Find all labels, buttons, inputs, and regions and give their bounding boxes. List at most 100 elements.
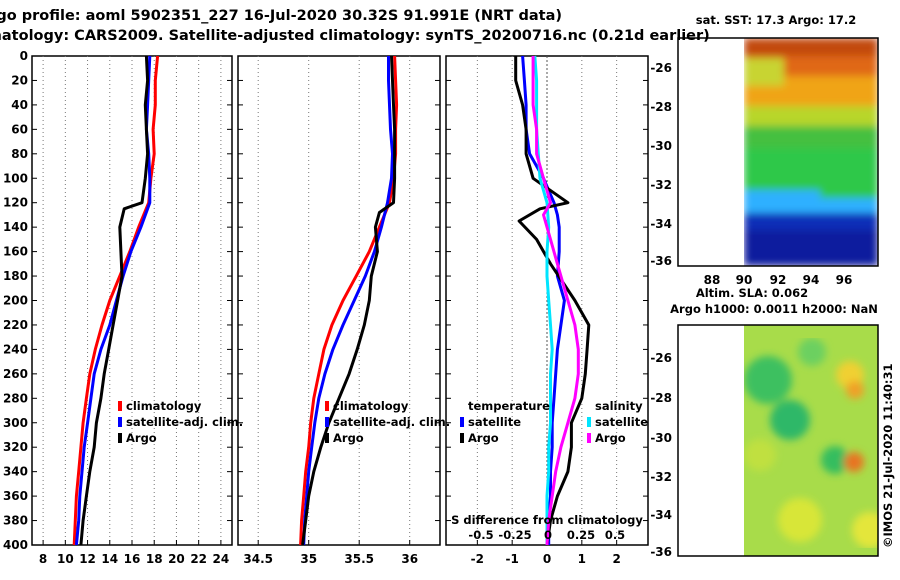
x-tick-label: 2 — [612, 552, 620, 566]
legend-swatch-s-argo — [587, 433, 591, 443]
x-tick-label: 22 — [190, 552, 207, 566]
sst-map-title: sat. SST: 17.3 Argo: 17.2 — [696, 13, 856, 27]
x-tick-label: 24 — [213, 552, 230, 566]
y-tick-label: 280 — [3, 391, 28, 405]
legend-label-s-satellite: satellite — [595, 415, 648, 429]
salinity-tick-1: -0.5 — [468, 528, 493, 542]
watermark: ©IMOS 21-Jul-2020 11:40:31 — [881, 364, 895, 548]
legend-swatch-climatology-sal — [325, 401, 329, 411]
legend-label-satellite-sal: satellite-adj. clim. — [333, 415, 450, 429]
sst-map: sat. SST: 17.3 Argo: 17.2 -26 -28 -30 -3… — [650, 13, 879, 287]
y-tick-label: 100 — [3, 171, 28, 185]
sla-lat-tick-28: -28 — [650, 391, 672, 405]
legend-swatch-argo — [118, 433, 122, 443]
legend-swatch-climatology — [118, 401, 122, 411]
y-tick-label: 320 — [3, 440, 28, 454]
sla-lat-tick-32: -32 — [650, 470, 672, 484]
salinity-axis-label: S difference from climatology — [451, 513, 643, 527]
legend-swatch-argo-sal — [325, 433, 329, 443]
sla-lat-tick-30: -30 — [650, 431, 672, 445]
sst-lat-tick-28: -28 — [650, 100, 672, 114]
legend-label-s-argo: Argo — [595, 431, 626, 445]
sla-map-title-1: Altim. SLA: 0.062 — [696, 286, 808, 300]
salinity-tick-4: 0.25 — [567, 528, 595, 542]
sst-lon-tick-94: 94 — [803, 273, 820, 287]
legend-label-climatology-sal: climatology — [333, 399, 409, 413]
x-tick-label: 1 — [578, 552, 586, 566]
sst-lat-tick-36: -36 — [650, 254, 672, 268]
legend-title-temperature: temperature — [468, 399, 550, 413]
series-line-argo — [79, 55, 150, 546]
sla-lat-tick-26: -26 — [650, 351, 672, 365]
x-tick-label: 12 — [79, 552, 96, 566]
x-tick-label: -2 — [471, 552, 484, 566]
y-tick-label: 220 — [3, 318, 28, 332]
x-tick-label: 35.5 — [344, 552, 374, 566]
y-tick-label: 80 — [11, 147, 28, 161]
y-tick-label: 140 — [3, 220, 28, 234]
salinity-legend: climatology satellite-adj. clim. Argo — [325, 399, 450, 445]
sst-lon-tick-90: 90 — [736, 273, 753, 287]
y-tick-label: 20 — [11, 73, 28, 87]
x-tick-label: 20 — [168, 552, 185, 566]
series-line-t-satellite — [521, 55, 566, 545]
sla-lat-tick-36: -36 — [650, 545, 672, 559]
legend-label-climatology: climatology — [126, 399, 202, 413]
legend-label-t-satellite: satellite — [468, 415, 521, 429]
y-tick-label: 380 — [3, 514, 28, 528]
title-line-1: Argo profile: aoml 5902351_227 16-Jul-20… — [0, 8, 562, 24]
series-line-s-argo — [531, 56, 580, 546]
x-tick-label: 35 — [300, 552, 317, 566]
y-tick-label: 120 — [3, 196, 28, 210]
y-tick-label: 260 — [3, 367, 28, 381]
y-tick-label: 200 — [3, 294, 28, 308]
x-tick-label: 16 — [124, 552, 141, 566]
series-line-argo — [301, 55, 397, 546]
salinity-tick-3: 0 — [544, 528, 552, 542]
y-tick-label: 300 — [3, 416, 28, 430]
title-line-2: Climatology: CARS2009. Satellite-adjuste… — [0, 28, 710, 44]
x-tick-label: 36 — [401, 552, 418, 566]
difference-legend: temperature satellite Argo salinity sate… — [451, 399, 648, 542]
sla-map: Altim. SLA: 0.062 Argo h1000: 0.0011 h20… — [650, 286, 879, 559]
sst-lon-tick-88: 88 — [704, 273, 721, 287]
y-tick-label: 240 — [3, 342, 28, 356]
x-tick-label: 10 — [57, 552, 74, 566]
temperature-legend: climatology satellite-adj. clim. Argo — [118, 399, 243, 445]
legend-label-satellite: satellite-adj. clim. — [126, 415, 243, 429]
y-tick-label: 400 — [3, 538, 28, 552]
x-tick-label: 0 — [543, 552, 551, 566]
y-tick-label: 60 — [11, 122, 28, 136]
sst-lat-tick-32: -32 — [650, 178, 672, 192]
legend-swatch-satellite — [118, 417, 122, 427]
legend-label-argo-sal: Argo — [333, 431, 364, 445]
sla-map-title-2: Argo h1000: 0.0011 h2000: NaN — [670, 302, 878, 316]
salinity-tick-2: -0.25 — [498, 528, 531, 542]
legend-title-salinity: salinity — [595, 399, 643, 413]
x-tick-label: -1 — [506, 552, 519, 566]
y-tick-label: 0 — [20, 49, 28, 63]
legend-swatch-t-argo — [460, 433, 464, 443]
series-line-t-argo — [514, 56, 591, 546]
sst-lon-tick-96: 96 — [836, 273, 853, 287]
salinity-tick-5: 0.5 — [605, 528, 625, 542]
y-tick-label: 340 — [3, 465, 28, 479]
temperature-panel: 8 10 12 14 16 18 20 22 2402040608010012014016018… — [3, 49, 233, 566]
series-line-satellite-adj-clim- — [302, 56, 394, 546]
x-tick-label: 34.5 — [243, 552, 273, 566]
sst-lat-tick-26: -26 — [650, 61, 672, 75]
legend-swatch-satellite-sal — [325, 417, 329, 427]
sst-lat-tick-30: -30 — [650, 139, 672, 153]
x-tick-label: 18 — [146, 552, 163, 566]
y-tick-label: 160 — [3, 245, 28, 259]
sst-lon-tick-92: 92 — [770, 273, 787, 287]
legend-label-t-argo: Argo — [468, 431, 499, 445]
sla-lat-tick-34: -34 — [650, 508, 672, 522]
legend-label-argo: Argo — [126, 431, 157, 445]
y-tick-label: 40 — [11, 98, 28, 112]
salinity-panel: 34.5 35 35.5 36 — [237, 55, 441, 566]
legend-swatch-t-satellite — [460, 417, 464, 427]
difference-panel: -2 -1 0 1 2 — [445, 55, 649, 566]
legend-swatch-s-satellite — [587, 417, 591, 427]
